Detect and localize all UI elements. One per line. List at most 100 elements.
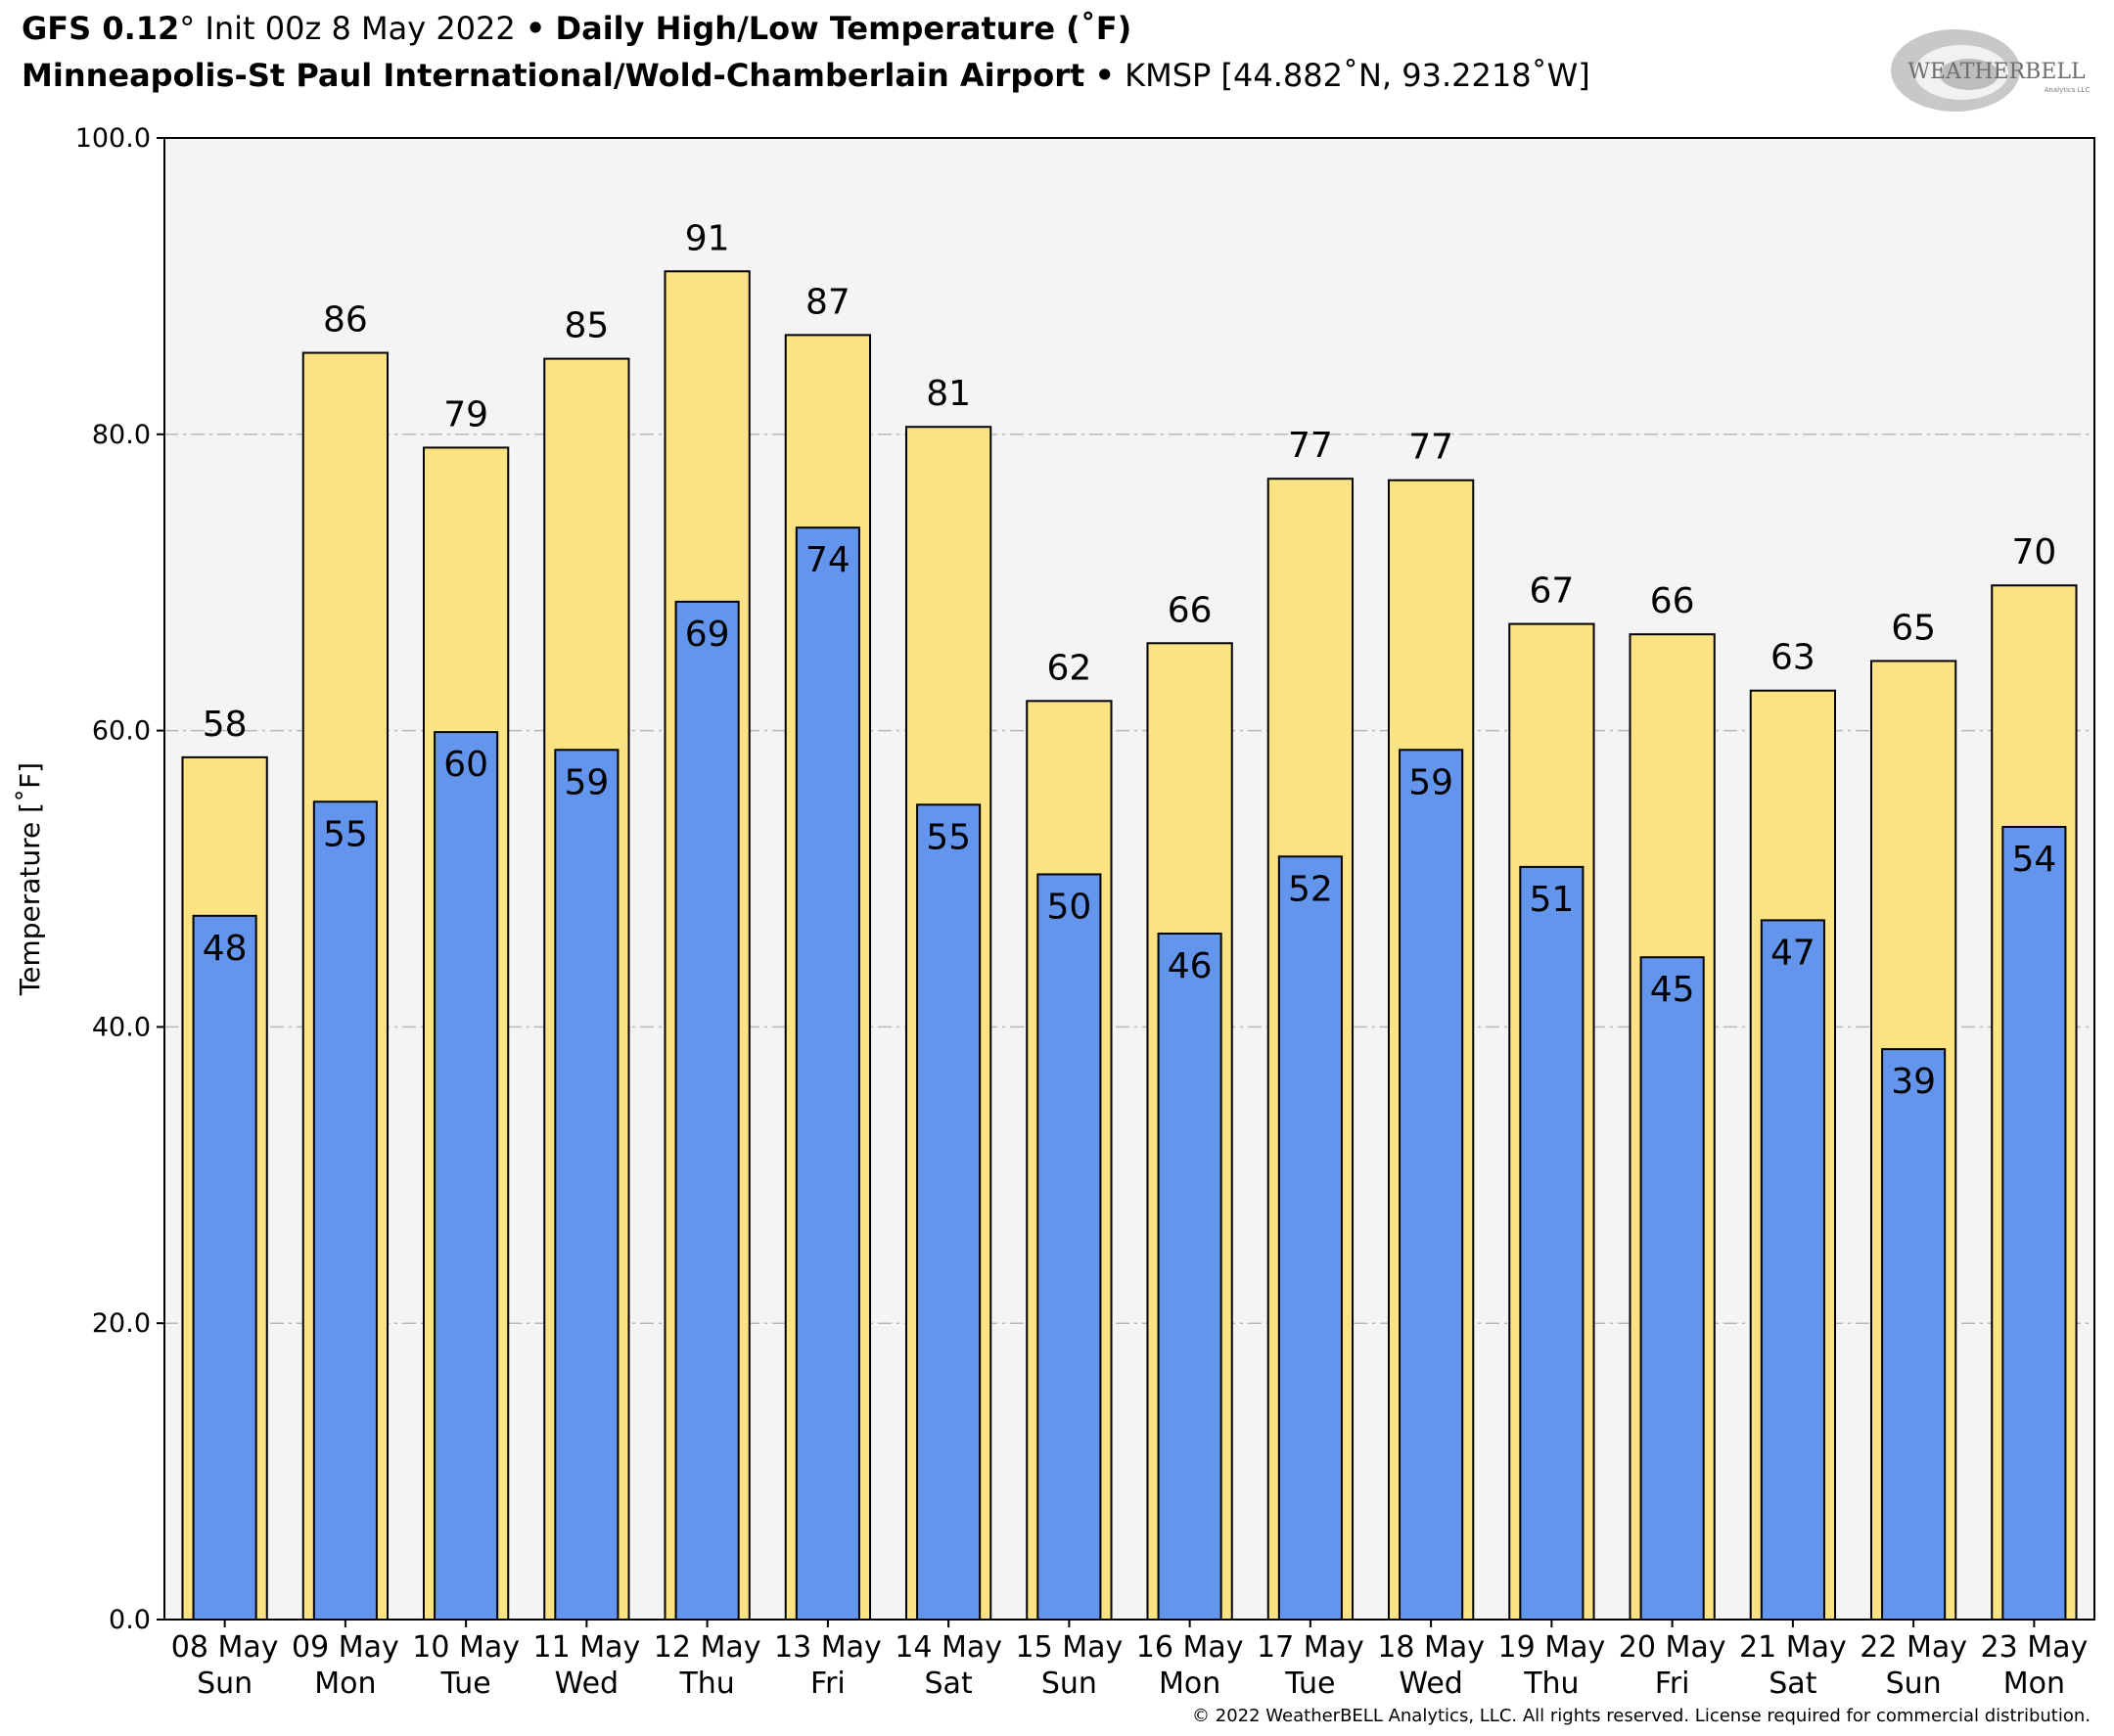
x-tick-weekday: Tue	[440, 1667, 491, 1701]
init-time: Init 00z 8 May 2022	[205, 10, 516, 47]
low-temp-label: 74	[805, 540, 850, 580]
x-tick-date: 17 May	[1257, 1630, 1364, 1665]
low-temp-bar	[1399, 749, 1464, 1621]
low-temp-bar	[554, 749, 620, 1621]
high-temp-label: 66	[1168, 590, 1213, 630]
product-title: Daily High/Low Temperature (˚F)	[555, 10, 1132, 47]
high-temp-label: 77	[1408, 428, 1453, 468]
low-temp-label: 59	[1408, 762, 1453, 802]
x-tick-date: 09 May	[292, 1630, 399, 1665]
x-tick-date: 22 May	[1860, 1630, 1967, 1665]
low-temp-label: 69	[685, 615, 730, 655]
low-temp-label: 60	[443, 745, 488, 785]
low-temp-bar	[1036, 873, 1102, 1621]
x-tick-date: 15 May	[1016, 1630, 1124, 1665]
x-tick-weekday: Sat	[925, 1667, 973, 1701]
high-temp-label: 86	[323, 300, 368, 341]
low-temp-bar	[916, 803, 982, 1621]
x-tick-weekday: Sat	[1769, 1667, 1816, 1701]
high-temp-label: 87	[805, 282, 850, 322]
x-tick-weekday: Thu	[678, 1667, 734, 1701]
weatherbell-logo: WEATHERBELL Analytics LLC	[1891, 29, 2091, 112]
x-tick-date: 12 May	[654, 1630, 761, 1665]
x-tick-weekday: Wed	[1399, 1667, 1462, 1701]
model-name: GFS 0.12	[22, 10, 180, 47]
y-tick-label: 80.0	[92, 420, 151, 450]
low-temp-label: 46	[1168, 946, 1213, 986]
x-tick-date: 19 May	[1498, 1630, 1606, 1665]
y-tick-label: 60.0	[92, 716, 151, 747]
x-tick-weekday: Wed	[555, 1667, 619, 1701]
low-temp-label: 55	[323, 814, 368, 854]
high-temp-label: 79	[443, 394, 488, 434]
model-degree: °	[179, 10, 196, 47]
low-temp-label: 52	[1288, 869, 1333, 909]
low-temp-bar	[434, 731, 499, 1621]
logo-swirl-core	[1940, 59, 1999, 90]
y-tick-label: 100.0	[75, 123, 151, 154]
low-temp-bar	[674, 600, 740, 1622]
x-tick-date: 13 May	[774, 1630, 882, 1665]
high-temp-label: 65	[1891, 608, 1936, 648]
x-tick-weekday: Mon	[314, 1667, 376, 1701]
x-tick-date: 10 May	[412, 1630, 520, 1665]
low-temp-bar	[795, 526, 860, 1621]
low-temp-label: 48	[203, 929, 248, 969]
x-tick-date: 16 May	[1136, 1630, 1244, 1665]
chart-title: GFS 0.12° Init 00z 8 May 2022 • Daily Hi…	[22, 10, 1131, 47]
y-tick-label: 40.0	[92, 1012, 151, 1042]
high-temp-label: 85	[564, 306, 609, 346]
data-labels: 58 48 86 55 79 60 85 59 91 69 87 74 81 55 62 50 66 46 77 52…	[203, 218, 2057, 1102]
high-temp-label: 70	[2011, 532, 2056, 572]
x-tick-weekday: Fri	[1655, 1667, 1690, 1701]
x-tick-weekday: Sun	[1041, 1667, 1097, 1701]
low-temp-label: 50	[1046, 887, 1091, 927]
low-temp-bar	[1881, 1048, 1947, 1621]
x-tick-date: 20 May	[1619, 1630, 1726, 1665]
low-temp-bar	[1519, 865, 1585, 1621]
y-axis-label: Temperature [˚F]	[14, 762, 46, 996]
low-temp-label: 55	[926, 817, 971, 857]
low-temp-label: 59	[564, 762, 609, 802]
x-tick-date: 14 May	[895, 1630, 1002, 1665]
subtitle-bullet: •	[1094, 57, 1115, 94]
station-info: KMSP [44.882˚N, 93.2218˚W]	[1125, 57, 1590, 94]
high-temp-label: 58	[203, 705, 248, 745]
y-tick-label: 20.0	[92, 1308, 151, 1339]
x-tick-date: 08 May	[171, 1630, 279, 1665]
x-tick-weekday: Thu	[1523, 1667, 1579, 1701]
low-temp-bar	[1277, 855, 1343, 1621]
low-temp-bar	[192, 914, 257, 1621]
x-tick-date: 11 May	[533, 1630, 641, 1665]
low-temp-label: 47	[1770, 933, 1815, 973]
high-temp-label: 91	[685, 218, 730, 258]
low-temp-bar	[312, 800, 378, 1621]
high-temp-label: 77	[1288, 426, 1333, 466]
logo-subtext: Analytics LLC	[2045, 86, 2091, 94]
x-tick-weekday: Sun	[197, 1667, 253, 1701]
low-temp-bar	[1760, 919, 1825, 1621]
high-temp-label: 67	[1529, 571, 1574, 612]
y-axis: 0.0 20.0 40.0 60.0 80.0 100.0	[75, 123, 164, 1635]
low-temp-bar	[1157, 933, 1222, 1621]
low-temp-label: 51	[1529, 880, 1574, 920]
low-temp-bar	[1639, 956, 1705, 1621]
high-temp-label: 62	[1046, 648, 1091, 688]
high-temp-label: 63	[1770, 638, 1815, 678]
plot-frame	[163, 137, 2095, 1621]
copyright-notice: © 2022 WeatherBELL Analytics, LLC. All r…	[1192, 1706, 2091, 1726]
x-tick-weekday: Fri	[810, 1667, 846, 1701]
title-bullet: •	[525, 10, 546, 47]
low-temp-label: 54	[2011, 840, 2056, 880]
x-tick-weekday: Mon	[1159, 1667, 1220, 1701]
x-tick-weekday: Sun	[1886, 1667, 1942, 1701]
x-tick-weekday: Mon	[2003, 1667, 2065, 1701]
high-temp-label: 66	[1650, 581, 1695, 621]
x-tick-weekday: Tue	[1284, 1667, 1335, 1701]
logo-text: WEATHERBELL	[1907, 60, 2086, 84]
low-temp-label: 39	[1891, 1062, 1936, 1102]
x-tick-date: 18 May	[1377, 1630, 1485, 1665]
x-tick-date: 23 May	[1981, 1630, 2089, 1665]
